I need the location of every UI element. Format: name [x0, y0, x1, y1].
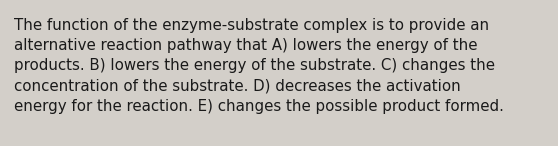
- Text: The function of the enzyme-substrate complex is to provide an
alternative reacti: The function of the enzyme-substrate com…: [14, 18, 504, 114]
